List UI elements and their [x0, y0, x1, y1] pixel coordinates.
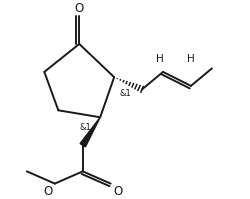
- Text: &1: &1: [79, 123, 91, 132]
- Text: &1: &1: [119, 89, 130, 98]
- Text: H: H: [155, 55, 163, 64]
- Text: O: O: [43, 185, 52, 198]
- Text: O: O: [74, 2, 84, 15]
- Text: H: H: [186, 55, 194, 64]
- Polygon shape: [80, 117, 100, 147]
- Text: O: O: [113, 185, 122, 198]
